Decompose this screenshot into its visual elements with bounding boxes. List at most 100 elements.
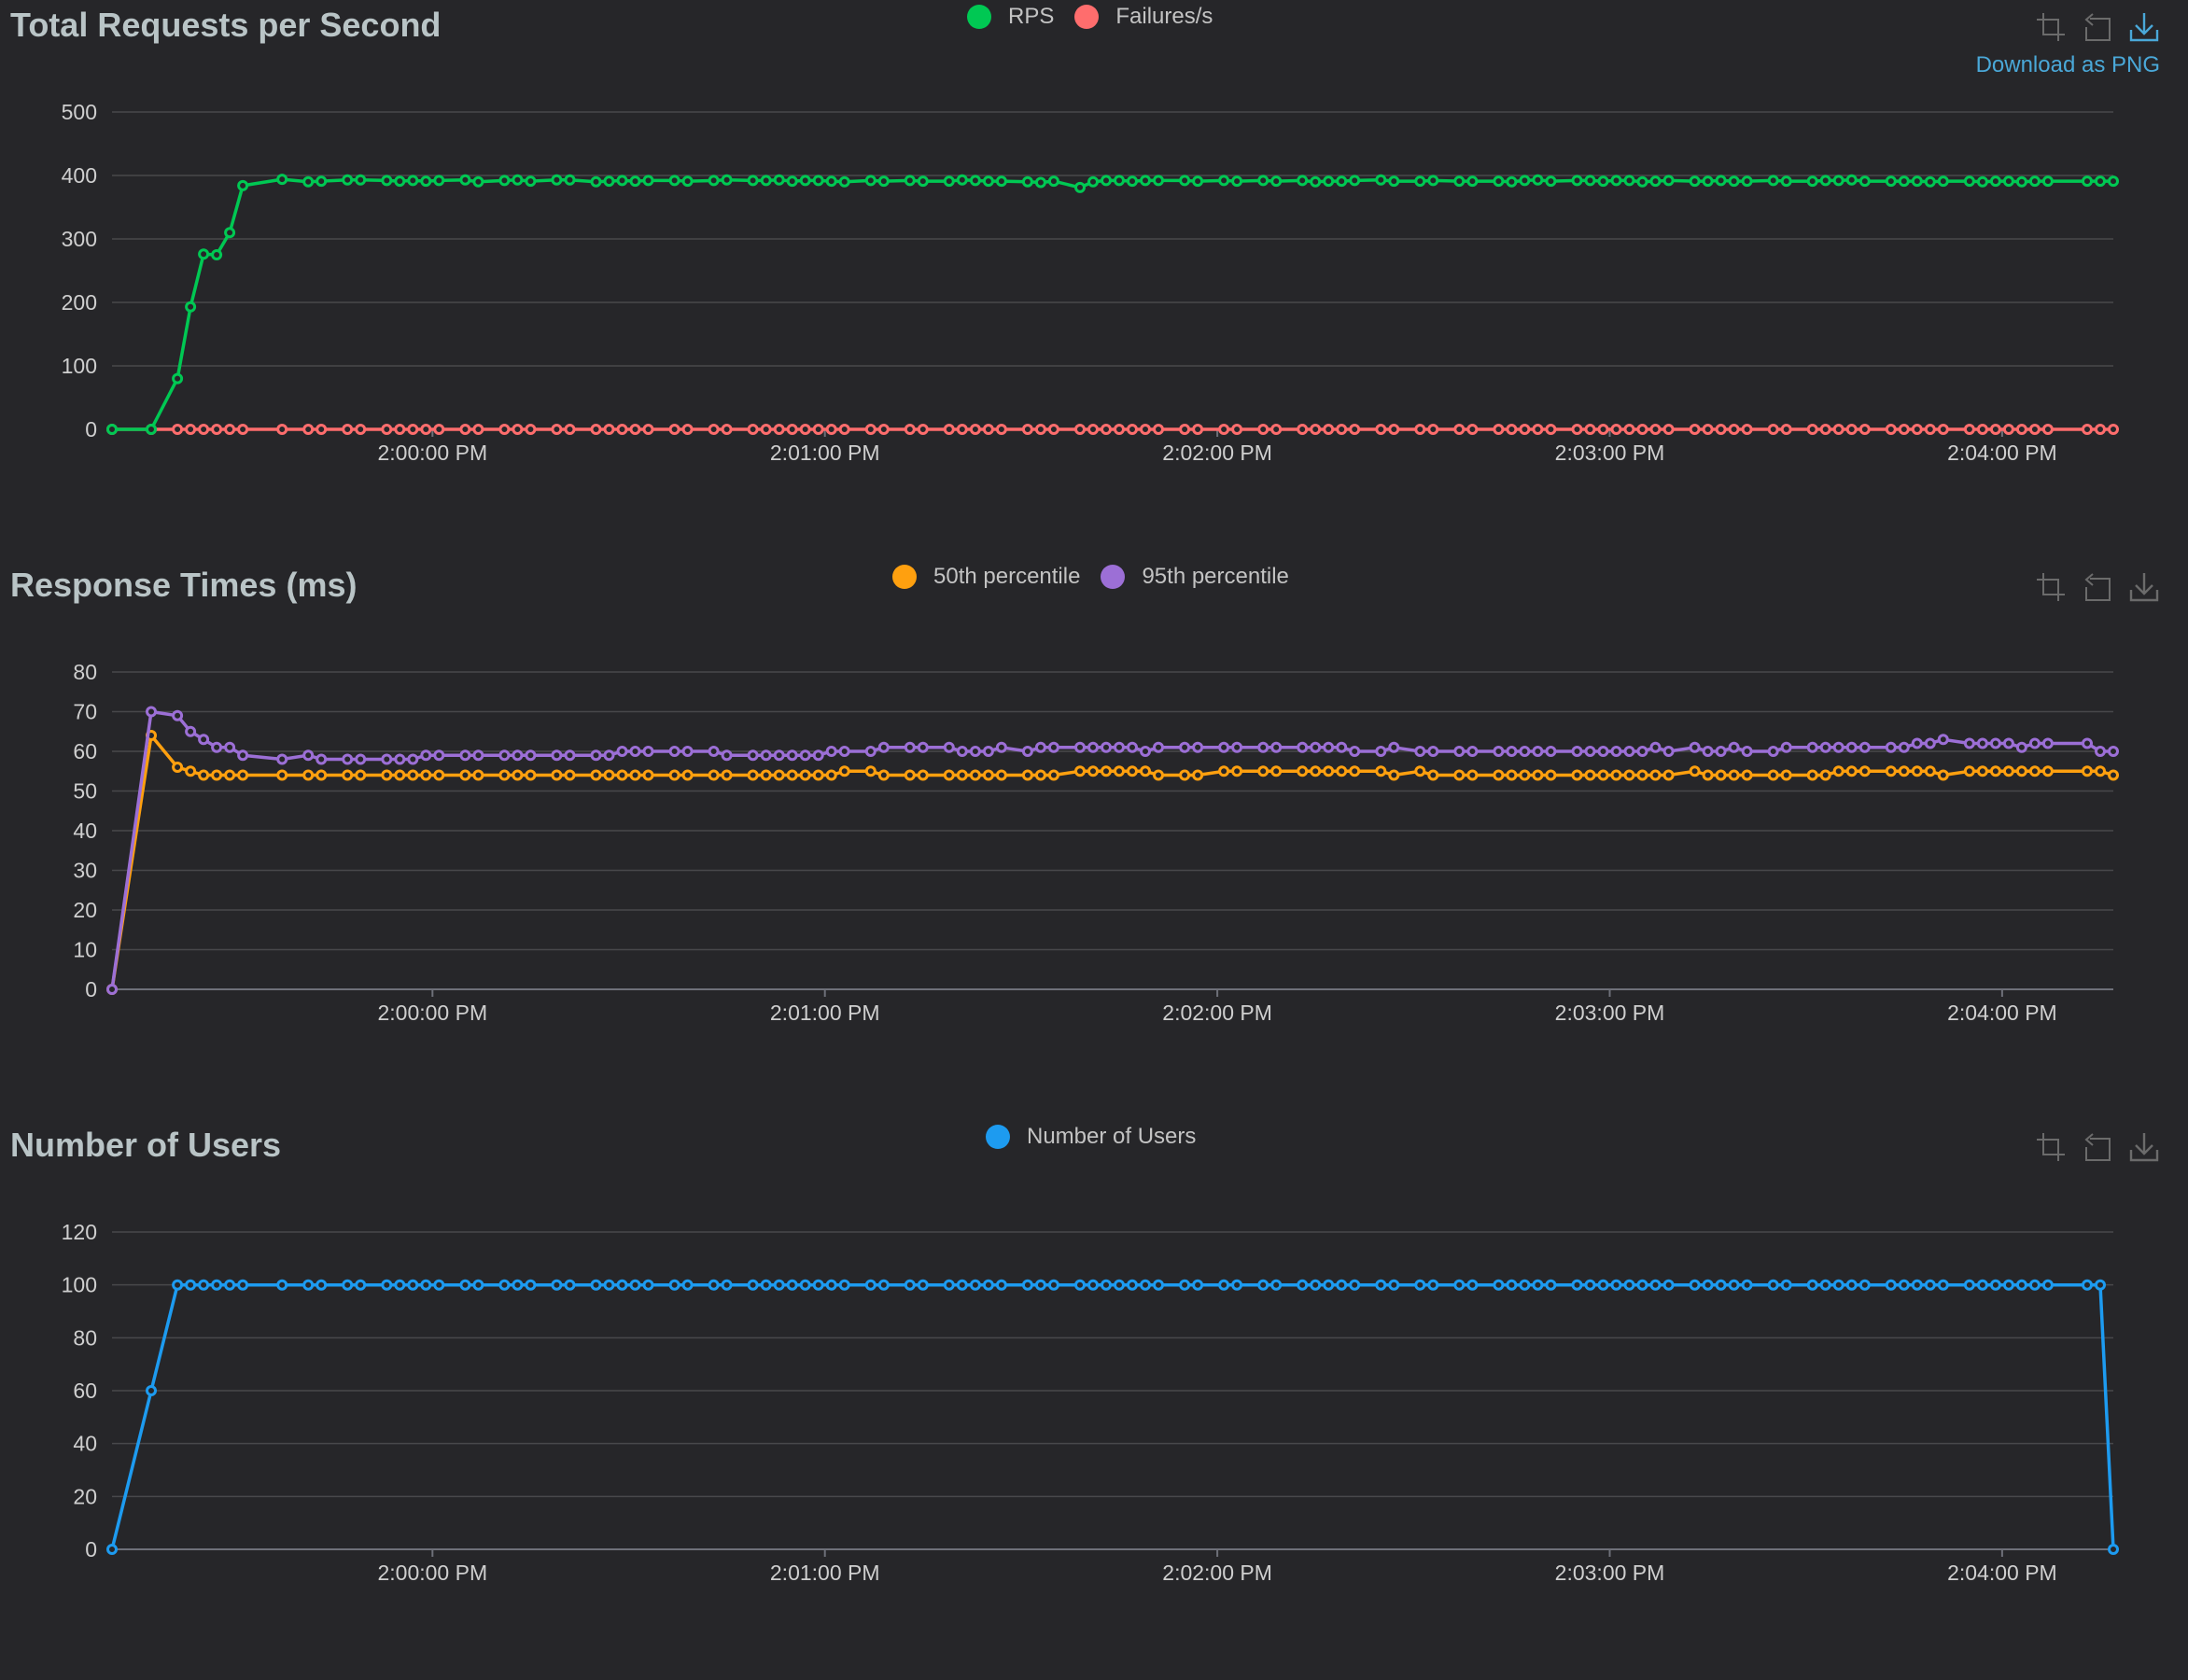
download-icon[interactable] bbox=[2128, 571, 2160, 603]
data-point-failures-s bbox=[1297, 424, 1309, 435]
data-point-number-of-users bbox=[1519, 1279, 1531, 1291]
data-point-rps bbox=[982, 175, 994, 188]
data-point-rps bbox=[1179, 175, 1191, 187]
chart-legend: 50th percentile 95th percentile bbox=[892, 564, 1310, 590]
data-point-50th-percentile bbox=[1140, 765, 1151, 777]
data-point-rps bbox=[1192, 175, 1204, 188]
zoom-icon[interactable] bbox=[2035, 11, 2067, 43]
data-point-rps bbox=[1519, 175, 1531, 187]
data-point-95th-percentile bbox=[747, 749, 759, 762]
data-point-95th-percentile bbox=[1832, 741, 1844, 753]
data-point-rps bbox=[825, 175, 837, 188]
x-tick-label: 2:02:00 PM bbox=[1162, 1001, 1272, 1025]
data-point-95th-percentile bbox=[1127, 741, 1138, 753]
data-point-rps bbox=[1257, 175, 1269, 187]
restore-icon[interactable] bbox=[2082, 1131, 2113, 1163]
data-point-number-of-users bbox=[904, 1279, 916, 1291]
data-point-rps bbox=[1101, 175, 1112, 187]
data-point-rps bbox=[1545, 175, 1557, 188]
data-point-number-of-users bbox=[1101, 1279, 1112, 1291]
restore-icon[interactable] bbox=[2082, 571, 2113, 603]
data-point-50th-percentile bbox=[198, 769, 210, 781]
data-point-50th-percentile bbox=[1597, 769, 1609, 781]
data-point-number-of-users bbox=[1218, 1279, 1230, 1291]
y-tick-label: 300 bbox=[62, 227, 97, 251]
x-tick-label: 2:04:00 PM bbox=[1947, 441, 2057, 465]
data-point-failures-s bbox=[551, 424, 563, 435]
data-point-rps bbox=[1741, 175, 1753, 188]
data-point-rps bbox=[237, 179, 249, 191]
data-point-failures-s bbox=[681, 424, 694, 435]
data-point-50th-percentile bbox=[1506, 769, 1518, 781]
data-point-95th-percentile bbox=[1231, 741, 1243, 753]
data-point-50th-percentile bbox=[1153, 769, 1164, 781]
data-point-number-of-users bbox=[1767, 1279, 1779, 1291]
data-point-rps bbox=[2028, 175, 2041, 188]
data-point-failures-s bbox=[1584, 424, 1596, 435]
data-point-rps bbox=[1074, 181, 1086, 193]
data-point-number-of-users bbox=[1989, 1279, 2001, 1291]
legend-item-failures[interactable]: Failures/s bbox=[1074, 4, 1213, 30]
data-point-number-of-users bbox=[1427, 1279, 1439, 1291]
data-point-failures-s bbox=[1466, 424, 1479, 435]
data-point-95th-percentile bbox=[1898, 741, 1910, 753]
data-point-95th-percentile bbox=[407, 753, 419, 765]
download-icon[interactable] bbox=[2128, 11, 2160, 43]
y-tick-label: 40 bbox=[73, 1432, 97, 1456]
data-point-95th-percentile bbox=[1584, 746, 1596, 757]
legend-item-rps[interactable]: RPS bbox=[967, 4, 1054, 30]
data-point-rps bbox=[394, 175, 406, 188]
data-point-rps bbox=[877, 175, 890, 188]
data-point-rps bbox=[943, 175, 955, 188]
data-point-50th-percentile bbox=[1323, 765, 1335, 777]
data-point-rps bbox=[1297, 175, 1309, 187]
response-times-chart: 0 10 20 30 40 50 60 70 80 2:00:00 PM 2:01:00 PM 2:0… bbox=[73, 660, 2119, 1025]
data-point-50th-percentile bbox=[381, 769, 393, 781]
data-point-95th-percentile bbox=[1506, 746, 1518, 757]
rps-chart: 0 100 200 300 400 500 2:00:00 PM 2:01:00 PM 2:02… bbox=[62, 100, 2119, 465]
data-point-95th-percentile bbox=[616, 746, 628, 757]
restore-icon[interactable] bbox=[2082, 11, 2113, 43]
x-tick-label: 2:04:00 PM bbox=[1947, 1001, 2057, 1025]
data-point-50th-percentile bbox=[1937, 769, 1949, 781]
zoom-icon[interactable] bbox=[2035, 1131, 2067, 1163]
data-point-95th-percentile bbox=[2082, 737, 2093, 749]
data-point-rps bbox=[786, 175, 798, 188]
data-point-rps bbox=[1047, 175, 1059, 188]
data-point-50th-percentile bbox=[1231, 765, 1243, 777]
data-point-number-of-users bbox=[616, 1279, 628, 1291]
data-point-failures-s bbox=[1179, 424, 1191, 435]
data-point-number-of-users bbox=[1911, 1279, 1923, 1291]
legend-item-users[interactable]: Number of Users bbox=[986, 1124, 1196, 1150]
data-point-number-of-users bbox=[512, 1279, 524, 1291]
data-point-failures-s bbox=[877, 424, 890, 435]
data-point-95th-percentile bbox=[525, 749, 537, 762]
data-point-50th-percentile bbox=[185, 765, 197, 777]
data-point-failures-s bbox=[2082, 424, 2093, 435]
data-point-95th-percentile bbox=[2015, 741, 2027, 753]
data-point-rps bbox=[1689, 175, 1701, 188]
download-tooltip: Download as PNG bbox=[1975, 52, 2160, 77]
data-point-failures-s bbox=[1414, 424, 1426, 435]
download-icon[interactable] bbox=[2128, 1131, 2160, 1163]
legend-item-p95[interactable]: 95th percentile bbox=[1101, 564, 1289, 590]
data-point-rps bbox=[146, 424, 157, 435]
data-point-rps bbox=[1924, 175, 1936, 188]
data-point-50th-percentile bbox=[1741, 769, 1753, 781]
data-point-failures-s bbox=[1885, 424, 1897, 435]
data-point-failures-s bbox=[1662, 424, 1675, 435]
data-point-failures-s bbox=[1153, 424, 1164, 435]
data-point-failures-s bbox=[172, 424, 184, 435]
data-point-95th-percentile bbox=[1074, 741, 1086, 753]
legend-item-p50[interactable]: 50th percentile bbox=[892, 564, 1080, 590]
data-point-50th-percentile bbox=[1179, 769, 1191, 781]
data-point-number-of-users bbox=[1963, 1279, 1975, 1291]
data-point-95th-percentile bbox=[1858, 741, 1871, 753]
data-point-rps bbox=[1832, 175, 1844, 187]
data-point-number-of-users bbox=[1715, 1279, 1727, 1291]
zoom-icon[interactable] bbox=[2035, 571, 2067, 603]
data-point-50th-percentile bbox=[786, 769, 798, 781]
data-point-rps bbox=[211, 249, 223, 260]
data-point-95th-percentile bbox=[146, 706, 157, 718]
data-point-95th-percentile bbox=[943, 741, 955, 753]
